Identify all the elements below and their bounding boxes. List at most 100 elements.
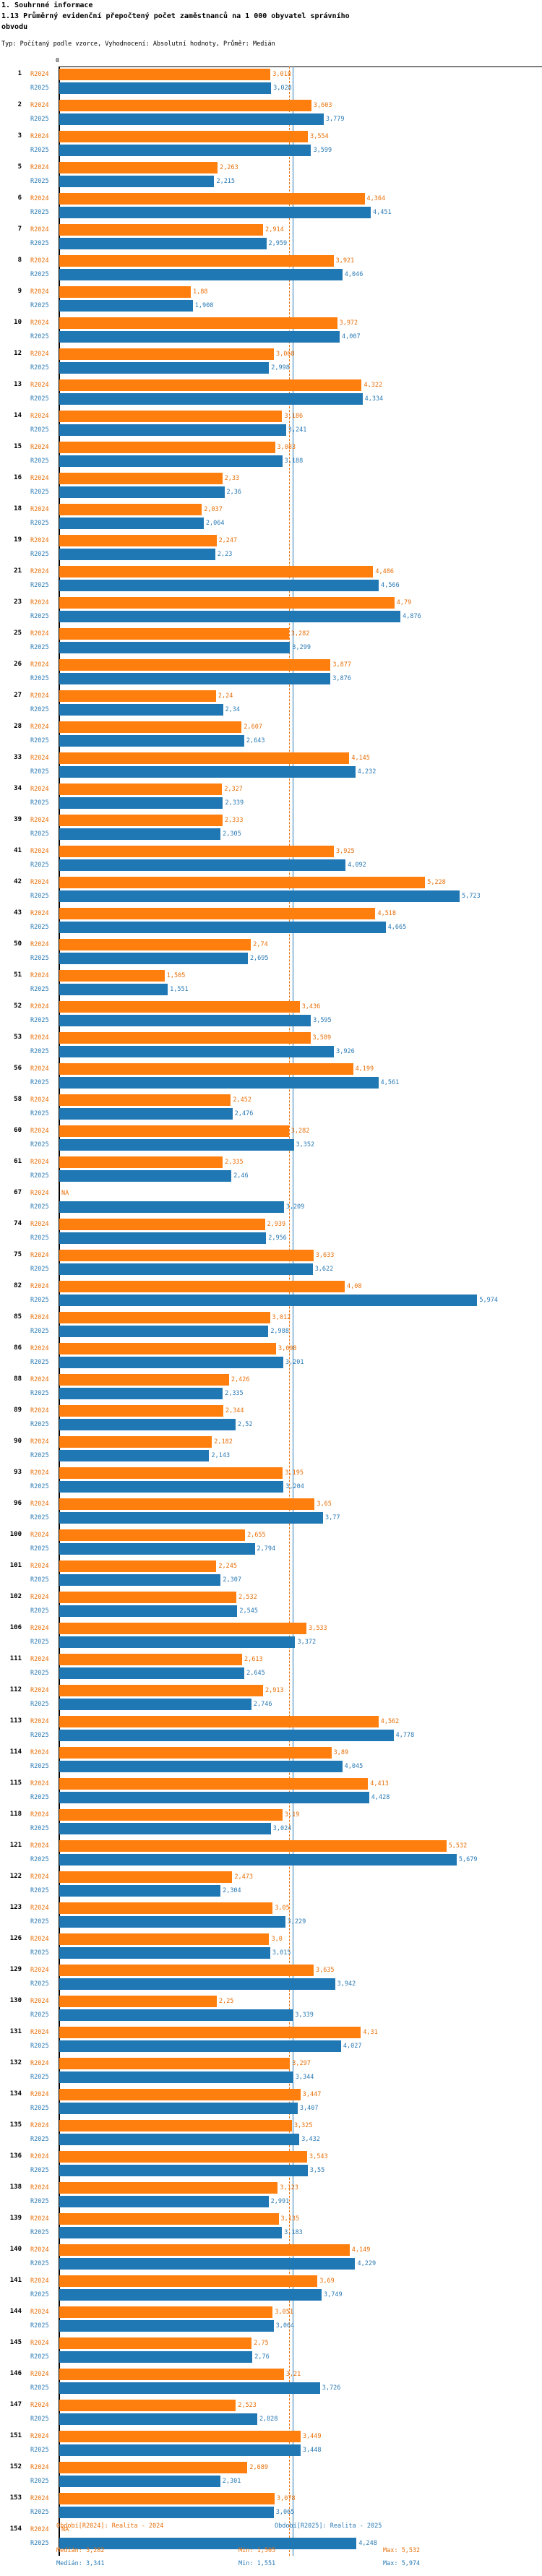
bar[interactable] [59, 1871, 233, 1883]
bar[interactable] [59, 1885, 221, 1897]
bar[interactable] [59, 1156, 223, 1168]
bar[interactable] [59, 69, 271, 80]
bar[interactable] [59, 1560, 217, 1572]
bar[interactable] [59, 984, 168, 995]
bar[interactable] [59, 1543, 255, 1555]
bar[interactable] [59, 1809, 283, 1821]
bar[interactable] [59, 2058, 291, 2069]
bar[interactable] [59, 1281, 345, 1292]
bar[interactable] [59, 659, 331, 671]
bar[interactable] [59, 2196, 269, 2207]
bar[interactable] [59, 1823, 271, 1834]
bar[interactable] [59, 2134, 300, 2145]
bar[interactable] [59, 238, 267, 249]
bar[interactable] [59, 2275, 318, 2287]
bar[interactable] [59, 1094, 231, 1106]
bar[interactable] [59, 1498, 315, 1510]
bar[interactable] [59, 486, 225, 498]
bar[interactable] [59, 2244, 350, 2256]
bar[interactable] [59, 1840, 447, 1852]
bar[interactable] [59, 193, 365, 205]
bar[interactable] [59, 2182, 278, 2194]
bar[interactable] [59, 1108, 233, 1120]
bar[interactable] [59, 1592, 237, 1603]
bar[interactable] [59, 1667, 245, 1679]
bar[interactable] [59, 2289, 322, 2301]
bar[interactable] [59, 1450, 210, 1461]
bar[interactable] [59, 1001, 300, 1013]
bar[interactable] [59, 1312, 270, 1323]
bar[interactable] [59, 828, 221, 840]
bar[interactable] [59, 2493, 275, 2504]
bar[interactable] [59, 1730, 394, 1741]
bar[interactable] [59, 859, 346, 871]
bar[interactable] [59, 1077, 379, 1089]
bar[interactable] [59, 1139, 294, 1151]
bar[interactable] [59, 2538, 357, 2549]
bar[interactable] [59, 176, 215, 187]
bar[interactable] [59, 1125, 289, 1137]
bar[interactable] [59, 1761, 343, 1772]
bar[interactable] [59, 317, 337, 329]
bar[interactable] [59, 1295, 478, 1306]
bar[interactable] [59, 2089, 301, 2100]
bar[interactable] [59, 922, 386, 933]
bar[interactable] [59, 1947, 270, 1959]
bar[interactable] [59, 224, 264, 236]
bar[interactable] [59, 2476, 220, 2487]
bar[interactable] [59, 1605, 238, 1617]
bar[interactable] [59, 100, 311, 111]
bar[interactable] [59, 1326, 269, 1337]
bar[interactable] [59, 2151, 308, 2163]
bar[interactable] [59, 145, 311, 156]
bar[interactable] [59, 1778, 369, 1790]
bar[interactable] [59, 113, 324, 125]
bar[interactable] [59, 1436, 212, 1448]
bar[interactable] [59, 1636, 296, 1648]
bar[interactable] [59, 797, 223, 809]
bar[interactable] [59, 2227, 283, 2238]
bar[interactable] [59, 162, 218, 173]
bar[interactable] [59, 890, 460, 902]
bar[interactable] [59, 442, 275, 453]
bar[interactable] [59, 331, 340, 343]
bar[interactable] [59, 1529, 246, 1541]
bar[interactable] [59, 1170, 232, 1182]
bar[interactable] [59, 131, 309, 142]
bar[interactable] [59, 1699, 251, 1710]
bar[interactable] [59, 2444, 301, 2456]
bar[interactable] [59, 1374, 229, 1386]
bar[interactable] [59, 2413, 257, 2425]
bar[interactable] [59, 2382, 320, 2394]
bar[interactable] [59, 597, 395, 609]
bar[interactable] [59, 1063, 353, 1075]
bar[interactable] [59, 2071, 293, 2083]
bar[interactable] [59, 504, 202, 515]
bar[interactable] [59, 1623, 307, 1634]
bar[interactable] [59, 1574, 221, 1586]
bar[interactable] [59, 673, 331, 684]
bar[interactable] [59, 2103, 298, 2114]
bar[interactable] [59, 1388, 223, 1399]
bar[interactable] [59, 953, 248, 964]
bar[interactable] [59, 2040, 341, 2052]
bar[interactable] [59, 255, 334, 267]
bar[interactable] [59, 2507, 274, 2518]
bar[interactable] [59, 1046, 335, 1057]
bar[interactable] [59, 1854, 457, 1866]
bar[interactable] [59, 815, 223, 826]
bar[interactable] [59, 566, 374, 578]
bar[interactable] [59, 424, 286, 436]
bar[interactable] [59, 535, 217, 546]
bar[interactable] [59, 1792, 369, 1803]
bar[interactable] [59, 970, 165, 982]
bar[interactable] [59, 1201, 284, 1213]
bar[interactable] [59, 877, 426, 888]
bar[interactable] [59, 2369, 284, 2380]
bar[interactable] [59, 82, 272, 94]
bar[interactable] [59, 2027, 361, 2038]
bar[interactable] [59, 269, 343, 280]
bar[interactable] [59, 690, 216, 702]
bar[interactable] [59, 1978, 335, 1990]
bar[interactable] [59, 908, 376, 919]
